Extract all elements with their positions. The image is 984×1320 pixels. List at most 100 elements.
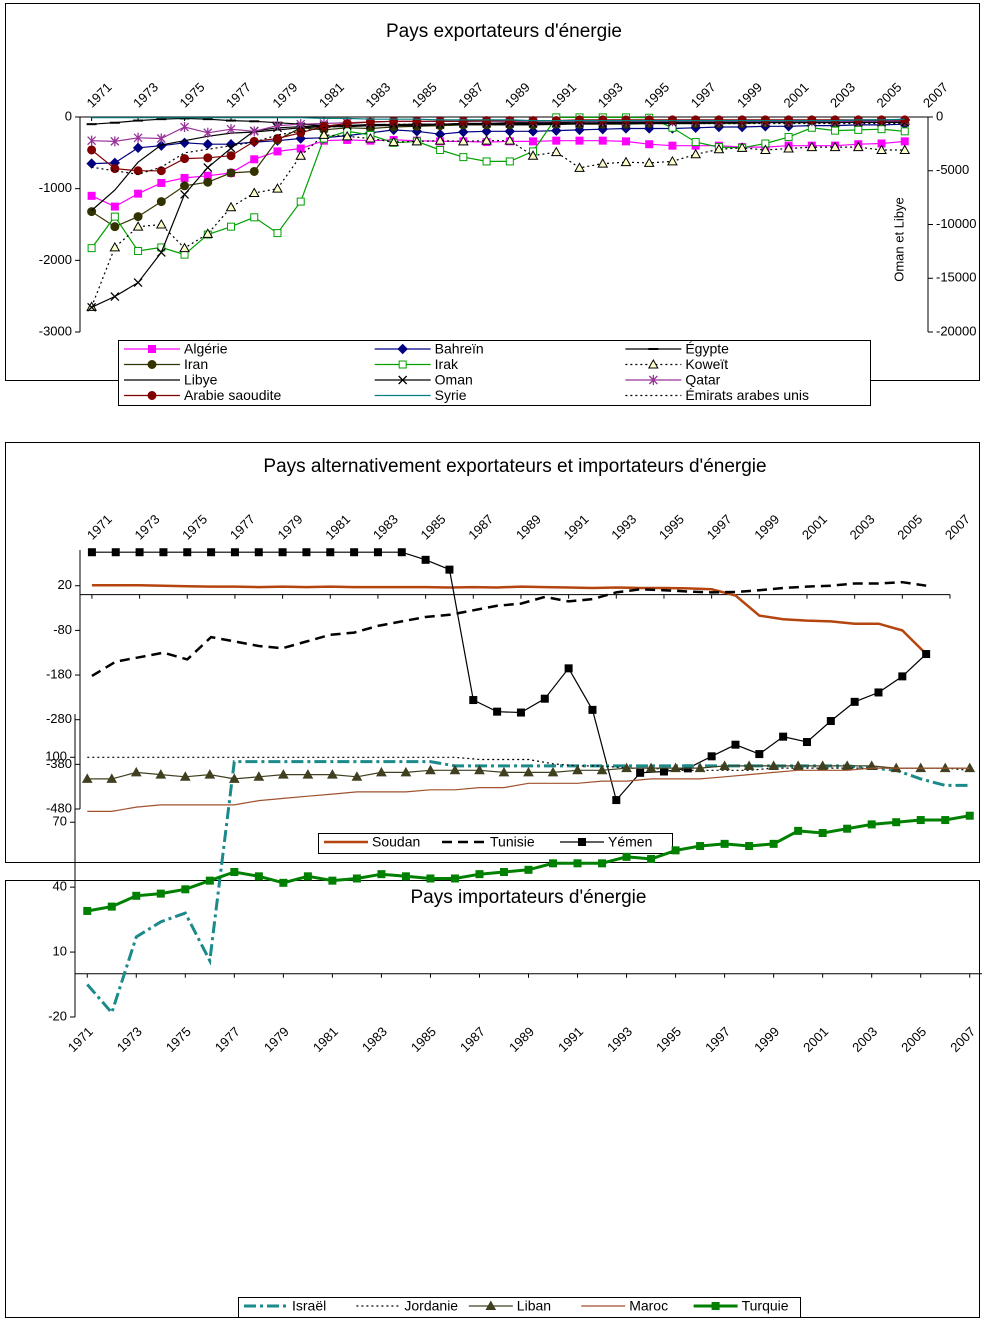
data-point: [203, 177, 213, 187]
data-point: [226, 124, 236, 135]
data-point: [620, 156, 632, 167]
data-point: [180, 250, 189, 259]
data-point: [784, 133, 793, 142]
data-point: [180, 173, 189, 182]
data-point: [841, 760, 853, 770]
data-point: [226, 143, 236, 153]
data-point: [564, 664, 573, 673]
data-point: [474, 764, 485, 775]
data-point: [505, 157, 514, 166]
data-point: [327, 769, 338, 779]
data-point: [612, 796, 621, 805]
data-point: [411, 126, 423, 137]
data-point: [806, 141, 818, 152]
data-point: [457, 135, 469, 146]
data-point: [250, 213, 259, 222]
data-point: [575, 136, 584, 145]
legend-label: Iran: [184, 356, 208, 372]
y2-tick-label: -5000: [936, 162, 969, 177]
series-line: [91, 580, 927, 677]
data-point: [647, 855, 656, 864]
data-point: [110, 212, 119, 221]
data-point: [159, 548, 168, 557]
data-point: [916, 816, 925, 825]
data-point: [621, 137, 630, 146]
data-point: [207, 548, 216, 557]
chart-title: Pays importateurs d'énergie: [411, 887, 647, 908]
data-point: [690, 148, 702, 159]
data-point: [180, 154, 190, 164]
data-point: [81, 773, 93, 783]
data-point: [319, 121, 329, 131]
data-point: [436, 145, 445, 154]
data-point: [272, 134, 282, 143]
data-point: [866, 760, 878, 770]
data-point: [249, 136, 259, 146]
data-point: [445, 565, 454, 574]
legend-label: Israël: [292, 1298, 326, 1314]
legend-label: Oman: [435, 372, 473, 388]
data-point: [731, 740, 740, 749]
y-tick-label: 10: [53, 944, 67, 959]
data-point: [549, 859, 558, 868]
data-point: [249, 126, 259, 137]
y-tick-label: 100: [45, 749, 67, 764]
data-point: [341, 130, 353, 141]
legend-label: Tunisie: [490, 834, 535, 850]
data-point: [87, 191, 96, 200]
data-point: [156, 889, 165, 898]
data-point: [671, 846, 680, 855]
panel: [5, 880, 980, 1318]
data-point: [230, 548, 239, 557]
data-point: [134, 247, 143, 256]
legend-marker: [647, 358, 659, 369]
data-point: [87, 135, 97, 146]
data-point: [621, 115, 631, 125]
data-point: [818, 829, 827, 838]
data-point: [228, 773, 240, 783]
data-point: [760, 115, 770, 125]
data-point: [133, 132, 143, 143]
legend-label: Irak: [435, 356, 459, 372]
data-point: [504, 135, 516, 145]
data-point: [203, 127, 213, 138]
data-point: [743, 760, 755, 770]
data-point: [157, 178, 166, 187]
data-point: [132, 891, 141, 900]
data-point: [482, 157, 491, 166]
data-point: [106, 773, 118, 783]
data-point: [204, 769, 216, 779]
data-point: [783, 143, 794, 153]
data-point: [792, 760, 804, 770]
data-point: [401, 872, 410, 881]
data-point: [831, 126, 840, 135]
data-point: [133, 166, 143, 176]
data-point: [598, 859, 607, 868]
data-point: [596, 764, 608, 775]
data-point: [203, 163, 213, 172]
data-point: [755, 750, 764, 759]
data-point: [644, 115, 654, 125]
legend-label: Jordanie: [404, 1298, 458, 1314]
data-point: [421, 555, 430, 564]
legend-marker: [578, 838, 586, 846]
data-point: [302, 769, 314, 779]
data-point: [598, 136, 607, 145]
data-point: [400, 766, 412, 777]
data-point: [181, 885, 190, 894]
data-point: [83, 906, 92, 915]
data-point: [434, 135, 446, 145]
data-point: [179, 242, 190, 253]
data-point: [273, 147, 282, 156]
data-point: [450, 874, 459, 883]
data-point: [529, 137, 538, 146]
data-point: [707, 752, 716, 761]
data-point: [278, 769, 289, 779]
data-point: [109, 241, 121, 252]
data-point: [156, 133, 166, 144]
series-line: [91, 584, 928, 655]
y-tick-label: -20: [48, 1008, 67, 1023]
data-point: [273, 229, 282, 238]
data-point: [877, 125, 886, 134]
